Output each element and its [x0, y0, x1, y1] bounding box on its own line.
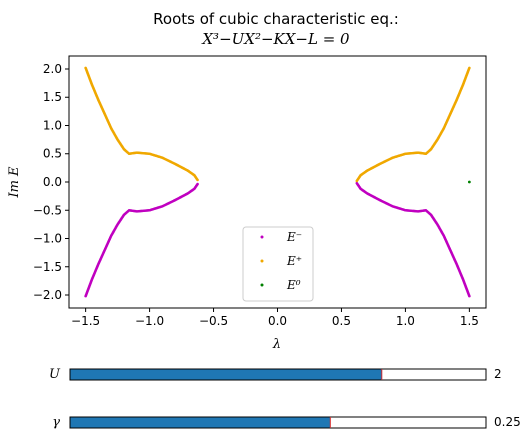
legend-marker-e-zero — [260, 283, 264, 287]
legend-box — [242, 226, 314, 302]
x-tick-label: −1.5 — [71, 314, 100, 328]
legend-label-e-plus: E⁺ — [286, 254, 302, 268]
y-tick-label: −1.0 — [33, 232, 62, 246]
x-tick-label: 1.5 — [460, 314, 479, 328]
slider-u[interactable]: U 2 — [49, 367, 502, 382]
y-tick-label: 1.0 — [43, 118, 62, 132]
x-tick-label: 0.5 — [332, 314, 351, 328]
y-tick-label: 2.0 — [43, 62, 62, 76]
slider-u-label: U — [49, 367, 61, 382]
y-tick-label: 1.5 — [43, 90, 62, 104]
y-tick-label: −2.0 — [33, 288, 62, 302]
y-tick-label: −1.5 — [33, 260, 62, 274]
y-tick-label: −0.5 — [33, 203, 62, 217]
data-points — [84, 66, 471, 298]
slider-u-fill[interactable] — [70, 369, 382, 380]
x-tick-label: 1.0 — [396, 314, 415, 328]
legend: E⁻ E⁺ E⁰ — [242, 226, 314, 302]
slider-gamma[interactable]: γ 0.25 — [52, 415, 521, 430]
point-e-zero — [467, 180, 471, 184]
slider-gamma-label: γ — [52, 415, 60, 430]
slider-u-value: 2 — [494, 367, 502, 381]
x-axis-label: λ — [272, 337, 281, 352]
x-tick-label: 0.0 — [268, 314, 287, 328]
legend-label-e-zero: E⁰ — [286, 278, 301, 292]
slider-gamma-value: 0.25 — [494, 415, 521, 429]
chart-title-line1: Roots of cubic characteristic eq.: — [153, 10, 399, 28]
point-e-minus — [468, 294, 471, 298]
y-tick-label: 0.0 — [43, 175, 62, 189]
legend-marker-e-minus — [260, 235, 264, 239]
slider-gamma-fill[interactable] — [70, 417, 331, 428]
chart-title-line2: X³−UX²−KX−L = 0 — [201, 30, 350, 48]
x-tick-label: −1.0 — [135, 314, 164, 328]
point-e-plus — [196, 178, 199, 182]
x-tick-label: −0.5 — [199, 314, 228, 328]
legend-label-e-minus: E⁻ — [286, 230, 302, 244]
legend-marker-e-plus — [260, 259, 264, 263]
x-axis: −1.5 −1.0 −0.5 0.0 0.5 1.0 1.5 — [71, 308, 479, 328]
y-axis: −2.0 −1.5 −1.0 −0.5 0.0 0.5 1.0 1.5 2.0 — [33, 62, 69, 302]
y-axis-label: Im E — [7, 166, 22, 199]
point-e-minus — [196, 182, 199, 186]
point-e-plus — [468, 66, 471, 70]
y-tick-label: 0.5 — [43, 147, 62, 161]
